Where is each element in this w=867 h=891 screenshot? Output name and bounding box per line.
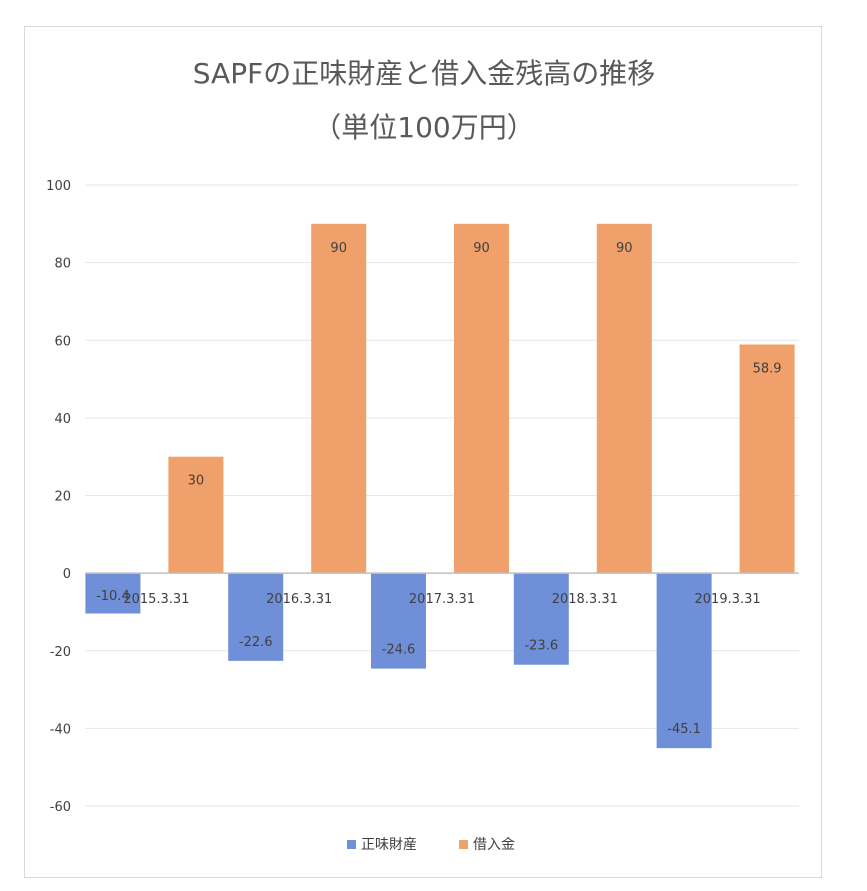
- chart-svg: SAPFの正味財産と借入金残高の推移 （単位100万円） 100 80 60 40 20…: [46, 57, 799, 853]
- y-tick-label: 60: [54, 334, 71, 349]
- y-tick-label: 40: [54, 412, 71, 427]
- x-category-label: 2019.3.31: [695, 592, 761, 607]
- bar-net-assets: [228, 573, 284, 661]
- bars: [85, 223, 795, 749]
- chart-subtitle: （単位100万円）: [313, 111, 534, 144]
- data-label: -23.6: [524, 639, 558, 654]
- bar-borrowings: [596, 223, 652, 574]
- data-labels: -10.4 -22.6 -24.6 -23.6 -45.1 30 90 90 90 58.9: [96, 241, 781, 737]
- y-tick-label: 80: [54, 257, 71, 272]
- data-label: 90: [616, 241, 633, 256]
- bar-borrowings: [168, 456, 224, 574]
- x-category-label: 2018.3.31: [552, 592, 618, 607]
- data-label: -24.6: [382, 643, 416, 658]
- bar-net-assets: [513, 573, 569, 665]
- y-tick-label: -60: [50, 800, 71, 815]
- y-tick-label: 100: [46, 179, 71, 194]
- chart-title: SAPFの正味財産と借入金残高の推移: [193, 57, 655, 90]
- bar-net-assets: [371, 573, 426, 669]
- bar-net-assets: [656, 573, 712, 749]
- bar-borrowings: [454, 223, 509, 574]
- legend-label: 借入金: [473, 837, 515, 853]
- data-label: 58.9: [753, 362, 782, 377]
- legend-swatch: [459, 840, 468, 849]
- y-tick-label: 0: [63, 567, 71, 582]
- data-label: 90: [330, 241, 347, 256]
- y-tick-label: 20: [54, 490, 71, 505]
- legend-label: 正味財産: [361, 837, 417, 853]
- x-axis-categories: 2015.3.31 2016.3.31 2017.3.31 2018.3.31 2019…: [123, 592, 760, 607]
- x-category-label: 2016.3.31: [266, 592, 332, 607]
- legend: 正味財産 借入金: [347, 837, 515, 853]
- data-label: -45.1: [667, 722, 701, 737]
- data-label: 90: [473, 241, 490, 256]
- bar-borrowings: [311, 223, 367, 574]
- y-tick-label: -20: [50, 645, 71, 660]
- y-tick-label: -40: [50, 722, 71, 737]
- bar-borrowings: [739, 344, 795, 574]
- y-axis-ticks: 100 80 60 40 20 0 -20 -40 -60: [46, 179, 71, 815]
- data-label: 30: [188, 474, 205, 489]
- legend-swatch: [347, 840, 356, 849]
- x-category-label: 2015.3.31: [123, 592, 189, 607]
- chart-frame: SAPFの正味財産と借入金残高の推移 （単位100万円） 100 80 60 40 20…: [24, 26, 822, 878]
- bar-net-assets: [85, 573, 141, 614]
- data-label: -10.4: [96, 589, 130, 604]
- data-label: -22.6: [239, 635, 273, 650]
- x-category-label: 2017.3.31: [409, 592, 475, 607]
